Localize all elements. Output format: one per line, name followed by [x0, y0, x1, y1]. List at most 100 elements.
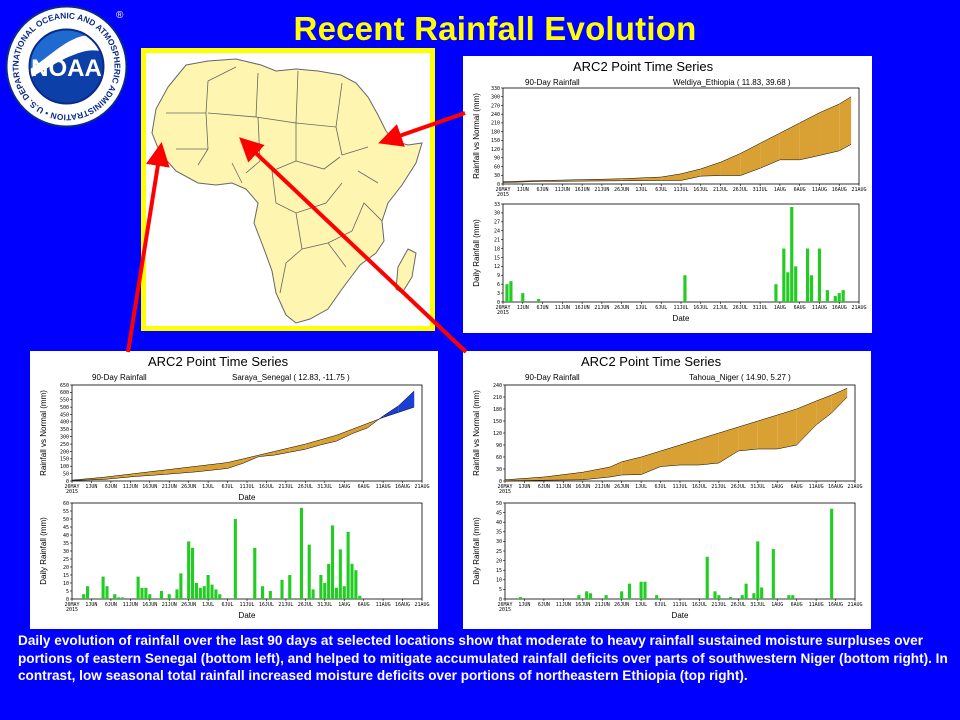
senegal-bottom-daily-bar: [117, 597, 121, 599]
senegal-bottom-daily-bar: [334, 587, 338, 599]
niger-top-x-tick-label: 6AUG: [791, 484, 803, 490]
niger-bottom-daily-bar: [744, 583, 748, 599]
caption-text: Daily evolution of rainfall over the las…: [18, 633, 948, 684]
senegal-top-y-tick-label: 300: [60, 434, 69, 440]
ethiopia-top-deficit-area: [740, 143, 761, 176]
senegal-top-y-axis-label: Rainfall vs Normal (mm): [39, 390, 48, 476]
niger-bottom-x-tick-label: 6JUN: [538, 602, 550, 608]
senegal-bottom-daily-bar: [82, 594, 86, 599]
niger-bottom-x-tick-label: 21JUL: [711, 602, 726, 608]
africa-map-frame: [141, 48, 435, 331]
niger-bottom-x-tick-label: 6JUL: [655, 602, 667, 608]
senegal-bottom-x-tick-label: 2015: [66, 607, 78, 613]
ethiopia-chart-header: ARC2 Point Time Series: [573, 59, 714, 74]
africa-map: [146, 53, 430, 326]
niger-bottom-x-tick-label: 1AUG: [771, 602, 783, 608]
senegal-bottom-y-tick-label: 5: [66, 589, 69, 595]
ethiopia-bottom-x-tick-label: 16JUN: [575, 305, 590, 311]
senegal-top-x-tick-label: 1AUG: [338, 484, 350, 490]
ethiopia-bottom-y-tick-label: 9: [497, 273, 500, 279]
senegal-top-x-tick-label: 11JUL: [239, 484, 254, 490]
ethiopia-top-y-tick-label: 210: [491, 121, 500, 127]
senegal-bottom-plot-frame: [71, 502, 423, 600]
niger-bottom-x-tick-label: 11AUG: [809, 602, 824, 608]
ethiopia-top-y-tick-label: 120: [491, 147, 500, 153]
ethiopia-bottom-x-tick-label: 31JUL: [753, 305, 768, 311]
niger-top-x-tick-label: 6JUN: [538, 484, 550, 490]
ethiopia-top-deficit-area: [799, 112, 820, 160]
senegal-bottom-x-axis-label: Date: [239, 611, 256, 620]
niger-bottom-daily-bar: [519, 597, 523, 599]
niger-bottom-y-tick-label: 10: [496, 578, 502, 584]
senegal-top-x-tick-label: 21JUN: [162, 484, 177, 490]
niger-bottom-x-tick-label: 26MAY: [497, 602, 512, 608]
ethiopia-chart-panel: ARC2 Point Time Series 90-Day Rainfall Wel…: [463, 56, 872, 333]
ethiopia-top-deficit-area: [661, 173, 681, 181]
ethiopia-top-x-tick-label: 26JUN: [614, 187, 629, 193]
senegal-top-plot-frame: [71, 384, 423, 482]
senegal-bottom-x-tick-label: 11JUL: [239, 602, 254, 608]
senegal-bottom-x-tick-label: 11AUG: [376, 602, 391, 608]
niger-top-x-tick-label: 16JUN: [575, 484, 590, 490]
niger-top-deficit-area: [621, 457, 642, 475]
ethiopia-top-x-tick-label: 6JUN: [537, 187, 549, 193]
senegal-bottom-x-tick-label: 16AUG: [395, 602, 410, 608]
niger-bottom-y-tick-label: 15: [496, 568, 502, 574]
ethiopia-top-deficit-area: [779, 122, 800, 160]
senegal-top-x-tick-label: 16AUG: [395, 484, 410, 490]
niger-bottom-daily-bar: [577, 595, 581, 599]
senegal-top-x-tick-label: 6JUL: [222, 484, 234, 490]
ethiopia-top-normal-line: [502, 96, 852, 182]
niger-bottom-x-tick-label: 11JUN: [556, 602, 571, 608]
niger-top-x-tick-label: 11JUL: [672, 484, 687, 490]
ethiopia-bottom-x-axis-label: Date: [673, 314, 690, 323]
niger-bottom-y-tick-label: 35: [496, 530, 502, 536]
ethiopia-top-deficit-area: [720, 153, 741, 176]
ethiopia-bottom-y-tick-label: 30: [494, 211, 500, 217]
africa-map-svg: [146, 53, 430, 326]
niger-bottom-daily-bar: [756, 541, 760, 599]
senegal-bottom-daily-bar: [338, 549, 342, 599]
ethiopia-bottom-x-tick-label: 21JUL: [713, 305, 728, 311]
senegal-top-x-tick-label: 11AUG: [376, 484, 391, 490]
senegal-bottom-daily-bar: [342, 586, 346, 599]
niger-bottom-y-tick-label: 40: [496, 520, 502, 526]
niger-top-x-tick-label: 26JUN: [614, 484, 629, 490]
senegal-bottom-daily-bar: [179, 573, 183, 599]
ethiopia-bottom-plot-frame: [502, 203, 860, 303]
senegal-bottom-y-tick-label: 35: [63, 541, 69, 547]
ethiopia-top-x-tick-label: 6AUG: [794, 187, 806, 193]
niger-bottom-x-tick-label: 16AUG: [828, 602, 843, 608]
niger-top-y-tick-label: 180: [493, 407, 502, 413]
senegal-top-y-tick-label: 50: [63, 471, 69, 477]
senegal-top-x-tick-label: 26JUL: [298, 484, 313, 490]
ethiopia-top-deficit-area: [681, 168, 701, 181]
ethiopia-bottom-x-tick-label: 2015: [497, 310, 509, 316]
niger-top-deficit-area: [699, 433, 719, 465]
niger-top-deficit-area: [831, 388, 848, 413]
ethiopia-bottom-daily-bar: [505, 284, 509, 302]
niger-bottom-x-tick-label: 1JUN: [518, 602, 530, 608]
senegal-chart-subtitle: 90-Day Rainfall: [92, 373, 147, 382]
niger-bottom-daily-bar: [655, 595, 659, 599]
senegal-bottom-daily-bar: [214, 589, 218, 599]
niger-top-normal-line: [504, 387, 848, 481]
senegal-top-deficit-area: [196, 462, 228, 472]
logo-center-text: NOAA: [31, 55, 102, 82]
niger-chart-panel: ARC2 Point Time Series 90-Day Rainfall Tah…: [463, 351, 871, 629]
senegal-bottom-daily-bar: [280, 579, 284, 599]
senegal-bottom-daily-bar: [202, 586, 206, 599]
senegal-bottom-x-tick-label: 11JUN: [123, 602, 138, 608]
niger-bottom-daily-bar: [627, 583, 631, 599]
senegal-top-x-tick-label: 6AUG: [358, 484, 370, 490]
noaa-logo: NATIONAL OCEANIC AND ATMOSPHERIC ADMINIS…: [4, 4, 128, 128]
ethiopia-bottom-x-tick-label: 26JUN: [614, 305, 629, 311]
ethiopia-bottom-daily-bar: [841, 290, 845, 302]
ethiopia-top-x-tick-label: 21JUL: [713, 187, 728, 193]
niger-top-y-tick-label: 60: [496, 455, 502, 461]
senegal-bottom-x-tick-label: 26JUL: [298, 602, 313, 608]
niger-bottom-x-tick-label: 1JUL: [635, 602, 647, 608]
niger-top-deficit-area: [738, 421, 758, 451]
niger-top-y-tick-label: 240: [493, 383, 502, 389]
